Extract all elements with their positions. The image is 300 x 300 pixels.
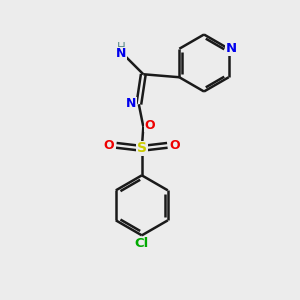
Text: N: N bbox=[226, 42, 237, 55]
Text: N: N bbox=[126, 97, 136, 110]
Text: O: O bbox=[103, 139, 114, 152]
Text: N: N bbox=[116, 47, 126, 60]
Text: O: O bbox=[169, 139, 180, 152]
Text: Cl: Cl bbox=[135, 237, 149, 250]
Text: S: S bbox=[137, 141, 147, 155]
Text: H: H bbox=[116, 41, 125, 54]
Text: O: O bbox=[145, 119, 155, 132]
